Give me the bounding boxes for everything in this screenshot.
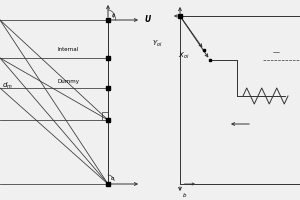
Text: $b$: $b$: [182, 191, 187, 199]
Text: Internal: Internal: [57, 47, 78, 52]
Text: —: —: [273, 49, 280, 55]
Text: $Y_{oi}$: $Y_{oi}$: [152, 39, 162, 49]
Text: Dummy: Dummy: [57, 79, 79, 84]
Text: U: U: [145, 15, 151, 23]
Text: $\alpha$: $\alpha$: [110, 175, 116, 182]
Text: $\phi$: $\phi$: [111, 11, 116, 20]
Text: $X_{oi}$: $X_{oi}$: [178, 51, 190, 61]
Text: $d_m$: $d_m$: [2, 81, 12, 91]
